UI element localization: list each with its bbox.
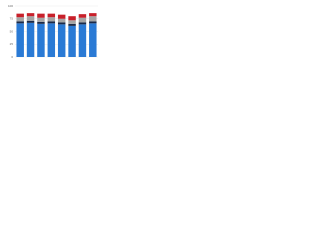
y-tick-label: 50 bbox=[10, 29, 14, 33]
bar-segment bbox=[26, 13, 35, 17]
bar-segment bbox=[16, 17, 24, 22]
bar-segment bbox=[47, 13, 56, 18]
bar-segment bbox=[68, 23, 76, 26]
bar-segment bbox=[26, 22, 35, 57]
bar-segment bbox=[78, 22, 87, 25]
bar-segment bbox=[16, 21, 24, 24]
bar-segment bbox=[37, 23, 45, 58]
bar-segment bbox=[78, 24, 87, 57]
bar-segment bbox=[89, 16, 97, 22]
bar-segment bbox=[16, 23, 24, 57]
y-tick-label: 75 bbox=[10, 17, 14, 21]
bar-segment bbox=[89, 13, 97, 17]
bar-segment bbox=[47, 23, 56, 57]
bar-segment bbox=[68, 20, 76, 24]
bar-segment bbox=[37, 17, 45, 22]
bar-segment bbox=[68, 25, 76, 57]
bar-segment bbox=[57, 14, 66, 19]
bar-segment bbox=[47, 21, 56, 24]
chart: 0 25 50 75 100 bbox=[8, 4, 98, 59]
bar-segment bbox=[78, 17, 87, 23]
bar-segment bbox=[37, 13, 45, 18]
bar-segment bbox=[68, 16, 76, 21]
page: {"chart_data": {"type": "stacked-bar", "… bbox=[0, 0, 320, 71]
y-tick-label: 100 bbox=[8, 4, 13, 8]
bar-segment bbox=[26, 20, 35, 23]
bar-segment bbox=[16, 13, 24, 18]
bar-segment bbox=[57, 18, 66, 23]
bar-segment bbox=[89, 21, 97, 24]
bar-segment bbox=[78, 14, 87, 18]
bar-segment bbox=[26, 16, 35, 21]
y-tick-label: 0 bbox=[11, 55, 13, 59]
bar-segment bbox=[37, 21, 45, 24]
bar-segment bbox=[89, 23, 97, 57]
bar-segment bbox=[57, 24, 66, 57]
bar-segment bbox=[57, 22, 66, 25]
y-tick-label: 25 bbox=[10, 42, 14, 46]
bar-segment bbox=[47, 17, 56, 22]
